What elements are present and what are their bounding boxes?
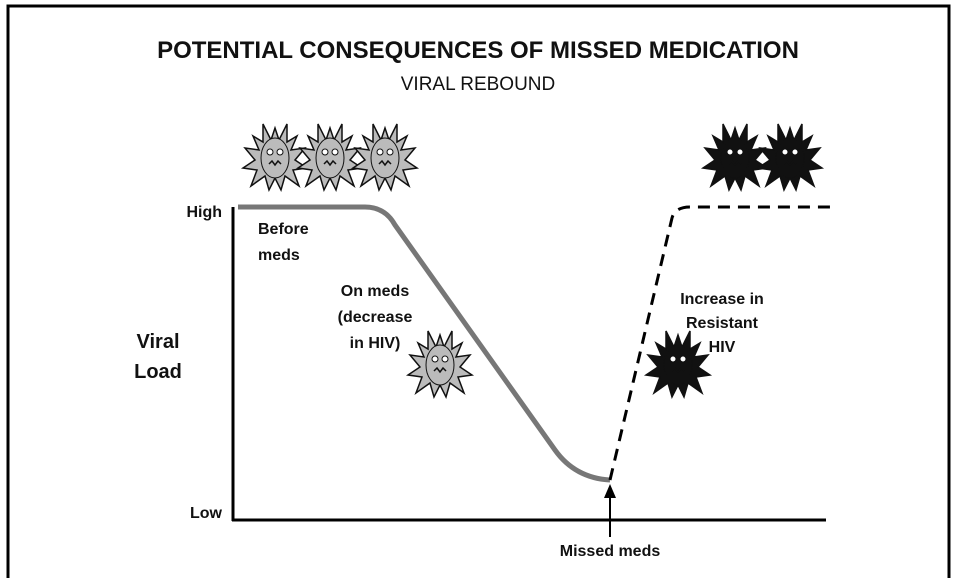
y-low-label: Low bbox=[190, 505, 223, 522]
annotation: (decrease bbox=[338, 309, 413, 326]
annotation: in HIV) bbox=[350, 335, 401, 352]
y-high-label: High bbox=[186, 204, 222, 221]
annotation: Resistant bbox=[686, 315, 759, 332]
annotation: Before bbox=[258, 221, 309, 238]
annotation: Increase in bbox=[680, 291, 764, 308]
annotation: HIV bbox=[709, 339, 736, 356]
arrow-head bbox=[604, 484, 616, 498]
diagram: POTENTIAL CONSEQUENCES OF MISSED MEDICAT… bbox=[0, 0, 957, 578]
title: POTENTIAL CONSEQUENCES OF MISSED MEDICAT… bbox=[157, 37, 799, 64]
annotation: On meds bbox=[341, 283, 410, 300]
virus-group-resistant bbox=[646, 124, 822, 397]
annotation: meds bbox=[258, 247, 300, 264]
subtitle: VIRAL REBOUND bbox=[401, 74, 556, 95]
missed-label: Missed meds bbox=[560, 543, 661, 560]
y-title: Load bbox=[134, 361, 182, 383]
y-title: Viral bbox=[137, 331, 180, 353]
